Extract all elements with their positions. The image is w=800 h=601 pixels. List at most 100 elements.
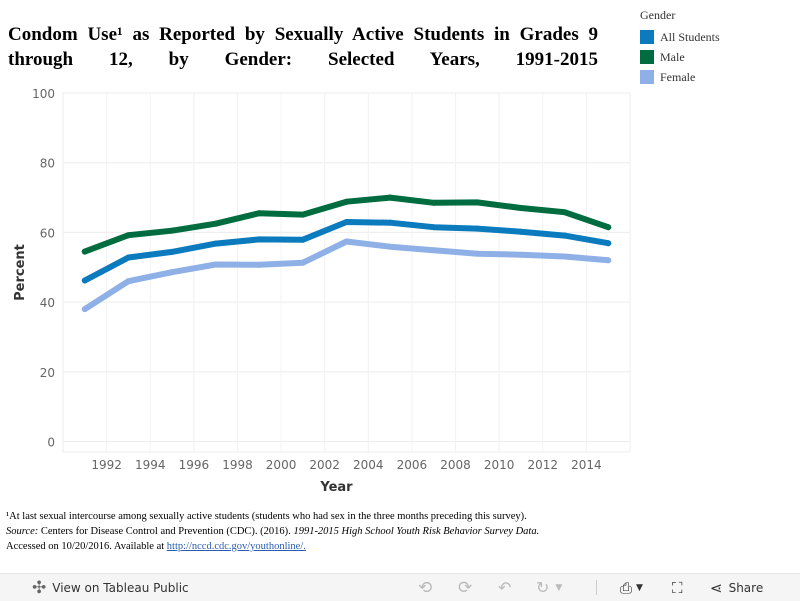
refresh-button[interactable]: ↻ ▼ (536, 574, 562, 601)
data-point (387, 243, 394, 250)
download-button[interactable]: ⎙ ▼ (620, 574, 643, 601)
source-title: 1991-2015 High School Youth Risk Behavio… (293, 526, 540, 537)
data-point (169, 248, 176, 255)
redo-button[interactable]: ⟳ (458, 574, 472, 601)
data-point (125, 278, 132, 285)
data-point (474, 199, 481, 206)
undo-icon: ⟲ (418, 577, 433, 598)
legend-label: Male (660, 49, 685, 64)
x-tick-label: 2014 (571, 458, 602, 472)
data-point (299, 236, 306, 243)
footnote: ¹At last sexual intercourse among sexual… (6, 509, 606, 554)
y-tick-label: 0 (47, 436, 55, 450)
x-tick-label: 1998 (222, 458, 253, 472)
data-point (430, 199, 437, 206)
tableau-toolbar: ✣ View on Tableau Public ⟲ ⟳ ↶ ↻ ▼ ⎙ ▼ ⛶ ⋖… (0, 573, 800, 601)
view-on-tableau-button[interactable]: ✣ View on Tableau Public (32, 574, 189, 601)
chart-title: Condom Use¹ as Reported by Sexually Acti… (8, 24, 598, 70)
chevron-down-icon: ▼ (555, 582, 563, 593)
data-point (299, 211, 306, 218)
data-point (474, 250, 481, 257)
share-button[interactable]: ⋖ Share (710, 574, 763, 601)
data-point (605, 240, 612, 247)
legend-swatch (640, 50, 654, 64)
data-point (517, 251, 524, 258)
footnote-definition: ¹At last sexual intercourse among sexual… (6, 511, 527, 522)
legend-swatch (640, 30, 654, 44)
y-tick-label: 40 (40, 296, 55, 310)
revert-button[interactable]: ↶ (498, 574, 511, 601)
y-tick-label: 100 (32, 87, 55, 101)
redo-icon: ⟳ (458, 577, 473, 598)
x-tick-label: 2004 (353, 458, 384, 472)
y-tick-label: 80 (40, 157, 55, 171)
data-point (561, 209, 568, 216)
data-point (605, 224, 612, 231)
data-point (474, 225, 481, 232)
legend-label: All Students (660, 29, 720, 44)
source-label: Source: (6, 526, 39, 537)
undo-button[interactable]: ⟲ (418, 574, 432, 601)
x-tick-label: 1996 (179, 458, 210, 472)
share-icon: ⋖ (710, 578, 723, 597)
x-tick-label: 1994 (135, 458, 166, 472)
legend-item-male[interactable]: Male (640, 47, 720, 67)
data-point (256, 210, 263, 217)
data-point (561, 253, 568, 260)
x-tick-label: 2002 (309, 458, 340, 472)
data-point (343, 218, 350, 225)
data-point (387, 219, 394, 226)
data-point (81, 277, 88, 284)
accessed-text: Accessed on 10/20/2016. Available at (6, 541, 167, 552)
legend-label: Female (660, 69, 696, 84)
download-icon: ⎙ (620, 578, 633, 597)
fullscreen-icon: ⛶ (672, 578, 683, 597)
x-tick-label: 2012 (527, 458, 558, 472)
legend: Gender All Students Male Female (640, 8, 720, 87)
footnote-source: Source: Centers for Disease Control and … (6, 524, 606, 539)
source-text: Centers for Disease Control and Preventi… (38, 526, 294, 537)
plot-area (62, 92, 631, 453)
x-tick-label: 2006 (397, 458, 428, 472)
data-point (517, 228, 524, 235)
data-point (212, 220, 219, 227)
data-point (343, 198, 350, 205)
data-point (212, 261, 219, 268)
data-point (212, 240, 219, 247)
legend-title: Gender (640, 8, 676, 22)
data-point (256, 236, 263, 243)
legend-item-female[interactable]: Female (640, 67, 720, 87)
data-point (81, 248, 88, 255)
data-point (299, 259, 306, 266)
y-axis-label: Percent (13, 244, 28, 301)
data-point (125, 232, 132, 239)
chevron-down-icon: ▼ (636, 582, 643, 593)
data-point (256, 261, 263, 268)
data-point (169, 269, 176, 276)
data-point (125, 254, 132, 261)
fullscreen-button[interactable]: ⛶ (672, 574, 683, 601)
data-point (81, 306, 88, 313)
x-tick-label: 2000 (266, 458, 297, 472)
line-chart: 0 20 40 60 80 100 1992 1994 1996 1998 2000 2002 2004… (13, 87, 631, 495)
x-tick-label: 2010 (484, 458, 515, 472)
y-tick-label: 20 (40, 366, 55, 380)
data-point (387, 194, 394, 201)
refresh-icon: ↻ (536, 578, 550, 597)
data-point (517, 205, 524, 212)
data-point (561, 232, 568, 239)
revert-icon: ↶ (498, 578, 512, 597)
view-on-tableau-label: View on Tableau Public (52, 580, 189, 595)
legend-swatch (640, 70, 654, 84)
data-point (169, 227, 176, 234)
source-link[interactable]: http://nccd.cdc.gov/youthonline/. (166, 541, 306, 552)
y-tick-label: 60 (40, 226, 55, 240)
data-point (605, 257, 612, 264)
legend-item-all-students[interactable]: All Students (640, 27, 720, 47)
footnote-accessed: Accessed on 10/20/2016. Available at htt… (6, 539, 606, 554)
data-point (430, 247, 437, 254)
data-point (343, 238, 350, 245)
x-axis-label: Year (319, 480, 353, 495)
x-tick-label: 2008 (440, 458, 471, 472)
share-label: Share (728, 580, 764, 595)
